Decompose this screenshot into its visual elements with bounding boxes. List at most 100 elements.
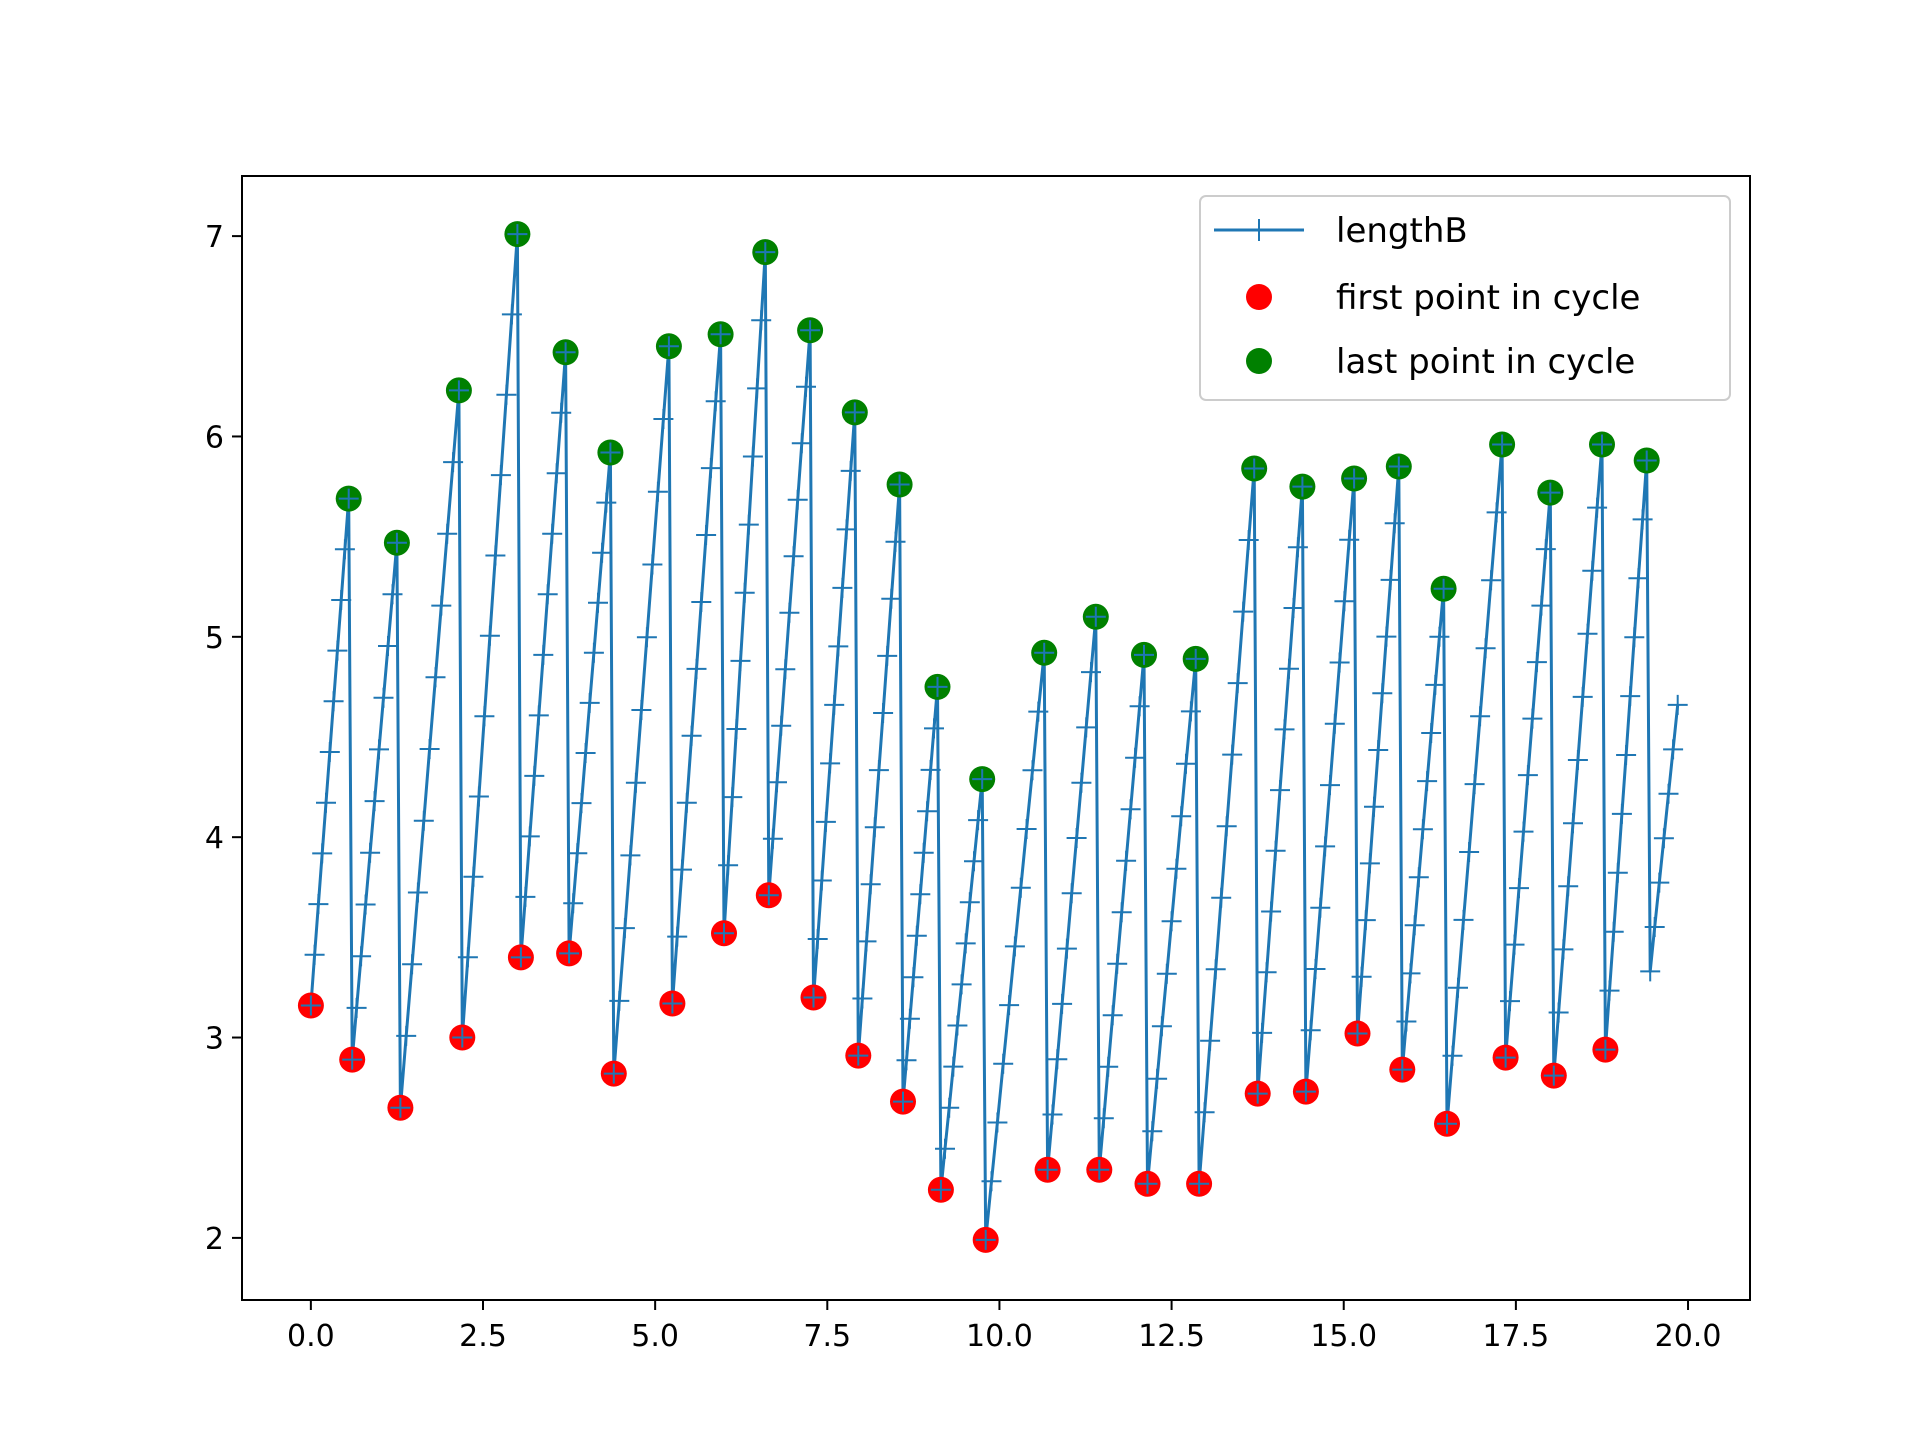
- plus-marker: [1129, 696, 1150, 717]
- plus-marker: [331, 590, 352, 610]
- plus-marker: [1016, 819, 1037, 839]
- x-tick-label: 7.5: [803, 1319, 851, 1354]
- plus-marker: [696, 525, 717, 545]
- plus-marker: [681, 725, 702, 746]
- x-tick-label: 15.0: [1310, 1319, 1377, 1354]
- plus-marker: [1156, 963, 1177, 984]
- plus-marker: [824, 694, 845, 715]
- plus-marker: [1211, 887, 1232, 908]
- x-tick-label: 0.0: [287, 1319, 335, 1354]
- plus-marker: [319, 742, 340, 762]
- plus-marker: [1320, 775, 1340, 796]
- plus-marker: [1572, 686, 1593, 707]
- plus-marker: [519, 826, 540, 847]
- plus-marker-overlay: [507, 224, 528, 245]
- plus-marker: [369, 739, 389, 760]
- legend-box: [1199, 195, 1731, 401]
- plus-marker: [567, 843, 588, 864]
- plus-marker: [873, 703, 894, 723]
- data-marks: [297, 221, 1688, 1253]
- plus-marker: [355, 894, 376, 915]
- plus-marker: [1616, 745, 1637, 765]
- plus-marker: [457, 947, 478, 968]
- plus-marker: [791, 433, 812, 454]
- plus-marker-overlay: [927, 676, 948, 697]
- plus-marker: [1408, 867, 1429, 888]
- plus-marker-overlay: [930, 1179, 951, 1200]
- plus-marker: [1116, 850, 1137, 871]
- plus-marker: [1265, 840, 1286, 861]
- plus-marker-overlay: [889, 474, 910, 495]
- plus-marker: [955, 933, 976, 954]
- plus-marker-overlay: [1185, 648, 1206, 669]
- plus-marker-overlay: [662, 993, 683, 1014]
- plus-marker: [783, 546, 804, 567]
- plus-marker: [396, 1025, 417, 1046]
- plus-marker: [705, 391, 726, 412]
- plus-marker: [787, 489, 808, 510]
- plus-marker: [1076, 717, 1097, 738]
- y-tick-label: 3: [205, 1022, 224, 1057]
- plus-marker: [917, 801, 938, 822]
- plus-marker-overlay: [1592, 434, 1612, 455]
- y-tick-label: 6: [205, 420, 224, 455]
- plus-marker: [951, 974, 972, 995]
- plus-marker: [667, 926, 688, 947]
- plus-marker: [1500, 991, 1520, 1012]
- plus-marker: [1364, 796, 1384, 817]
- plus-marker: [1305, 959, 1326, 979]
- plus-marker: [1042, 1104, 1063, 1125]
- plus-marker: [903, 967, 924, 988]
- plus-marker: [1531, 595, 1552, 616]
- plus-marker-overlay: [1134, 644, 1154, 665]
- plus-marker: [625, 772, 646, 793]
- plus-marker: [1324, 713, 1345, 734]
- plus-marker: [1022, 760, 1043, 781]
- y-tick-label: 7: [205, 220, 224, 255]
- plus-marker: [1517, 765, 1538, 786]
- plus-marker: [1442, 1045, 1463, 1066]
- plus-marker-overlay: [390, 1097, 411, 1118]
- x-tick-label: 5.0: [631, 1319, 679, 1354]
- plus-marker: [767, 772, 787, 793]
- plus-marker: [771, 715, 792, 736]
- plus-marker-overlay: [758, 885, 779, 906]
- plus-marker: [1380, 569, 1401, 590]
- plus-marker: [987, 1112, 1008, 1133]
- plus-marker: [1107, 953, 1128, 974]
- plus-marker: [1180, 701, 1201, 722]
- plus-marker: [1056, 938, 1077, 959]
- plus-marker: [1310, 897, 1331, 918]
- plus-marker-overlay: [603, 1063, 624, 1084]
- plus-marker: [738, 514, 759, 535]
- plus-marker: [852, 988, 873, 1009]
- plus-marker: [1649, 872, 1670, 893]
- plus-marker: [779, 602, 800, 623]
- plus-marker: [636, 627, 657, 648]
- plus-marker: [811, 870, 832, 891]
- plus-marker-overlay: [710, 324, 731, 345]
- plus-marker: [1526, 652, 1547, 673]
- plus-marker: [1355, 910, 1376, 931]
- plus-marker: [1161, 911, 1182, 932]
- plus-marker: [346, 997, 367, 1018]
- plus-marker: [1611, 803, 1632, 824]
- plus-marker: [631, 700, 652, 720]
- plus-marker-overlay: [1595, 1039, 1616, 1060]
- plus-marker: [583, 642, 604, 663]
- plus-marker: [334, 539, 355, 560]
- plus-marker: [1010, 877, 1031, 898]
- plus-marker-overlay: [1244, 458, 1265, 479]
- plus-marker: [1640, 961, 1661, 982]
- plus-marker-overlay: [1295, 1081, 1316, 1102]
- plus-marker: [964, 851, 984, 872]
- plus-marker-overlay: [1189, 1173, 1210, 1194]
- plus-marker: [1607, 862, 1628, 883]
- plus-marker: [1176, 753, 1196, 774]
- plus-marker: [533, 644, 554, 665]
- plus-marker: [1205, 959, 1226, 980]
- y-tick-label: 4: [205, 821, 224, 856]
- plus-marker: [351, 946, 372, 967]
- plus-marker: [881, 588, 902, 609]
- plus-marker: [1283, 598, 1304, 618]
